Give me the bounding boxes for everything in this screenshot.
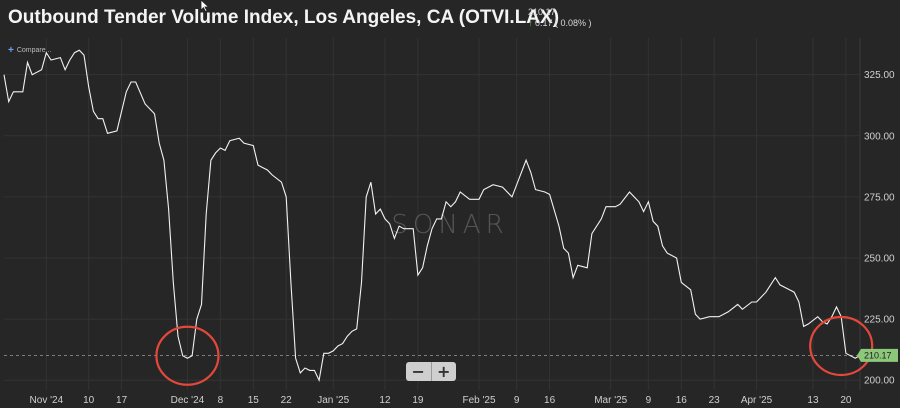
compare-button[interactable]: + Compare... [8,45,51,56]
x-tick-label: Feb '25 [463,395,496,406]
up-arrow-icon: ↑ [528,18,533,28]
quote-box: 210.17 ↑ 0.17 ( 0.08% ) [528,7,592,29]
x-tick-label: Jan '25 [317,395,349,406]
x-tick-label: 20 [840,395,852,406]
last-value-badge-shape [857,348,898,362]
change-value: ↑ 0.17 ( 0.08% ) [528,18,592,29]
x-tick-label: 12 [379,395,391,406]
zoom-out-button[interactable]: − [406,362,432,381]
last-value-badge: 210.17 [857,348,898,362]
highlight-circles [155,315,874,386]
x-tick-label: 22 [281,395,293,406]
x-axis: Nov '24 10 17 Dec '24 8 15 22 Jan '25 12 19 Feb '2… [30,395,852,406]
last-value-badge-label: 210.17 [864,351,892,361]
chart-title: Outbound Tender Volume Index, Los Angele… [8,7,560,28]
x-tick-label: Nov '24 [30,395,64,406]
x-tick-label: 23 [709,395,721,406]
watermark: SONAR [391,210,509,240]
x-tick-label: 16 [676,395,688,406]
x-tick-label: 9 [514,395,520,406]
highlight-circle [155,325,220,386]
x-tick-label: 16 [544,395,556,406]
series-line [3,49,861,382]
y-tick-label: 225.00 [864,315,895,326]
y-tick-label: 300.00 [864,131,895,142]
change-text: 0.17 ( 0.08% ) [535,18,592,28]
x-tick-label: Mar '25 [594,395,627,406]
x-tick-label: Apr '25 [741,395,773,406]
plus-icon: + [8,45,14,56]
highlight-circle [809,315,874,377]
grid-layer [4,38,861,390]
last-value: 210.17 [528,7,556,17]
y-tick-label: 250.00 [864,254,895,265]
x-tick-label: 17 [116,395,128,406]
x-tick-label: 15 [248,395,260,406]
zoom-controls: − + [406,362,456,381]
compare-label: Compare... [16,47,52,54]
y-tick-label: 275.00 [864,192,895,203]
y-axis: 200.00 225.00 250.00 275.00 300.00 325.00 [864,70,895,387]
mouse-pointer-icon [200,0,210,12]
x-tick-label: 13 [807,395,819,406]
y-tick-label: 200.00 [864,376,895,387]
x-tick-label: 9 [646,395,652,406]
zoom-in-button[interactable]: + [437,362,451,381]
y-tick-label: 325.00 [864,70,895,81]
x-tick-label: 10 [83,395,95,406]
x-tick-label: 19 [412,395,424,406]
x-tick-label: 8 [218,395,224,406]
x-tick-label: Dec '24 [171,395,205,406]
chart-header: Outbound Tender Volume Index, Los Angele… [0,0,900,38]
